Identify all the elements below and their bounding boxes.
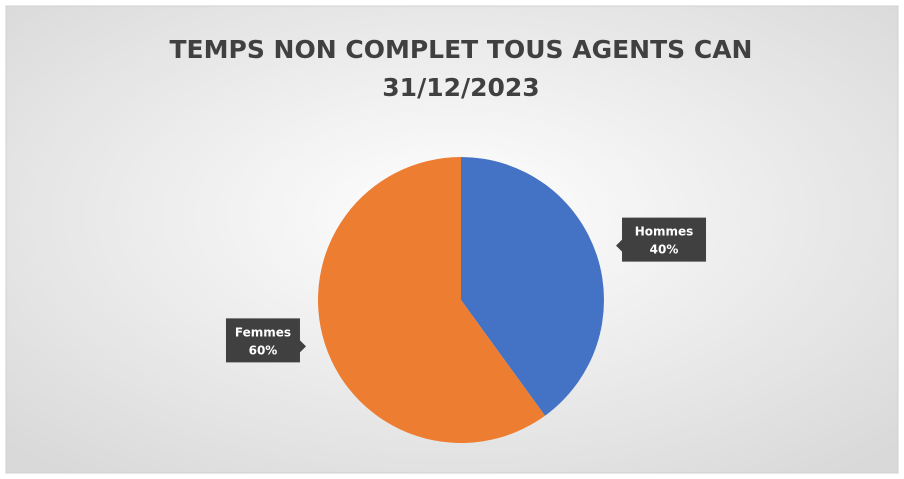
data-label-category: Hommes <box>635 225 694 239</box>
data-label-box <box>616 217 707 262</box>
data-label-box <box>225 318 306 363</box>
pie-slice <box>461 157 604 416</box>
pie-slice <box>317 157 546 443</box>
data-label-category: Femmes <box>235 325 291 339</box>
chart-title: 31/12/2023 <box>382 73 539 102</box>
data-label-value: 40% <box>650 243 679 257</box>
data-label-value: 60% <box>249 343 278 357</box>
chart-title: TEMPS NON COMPLET TOUS AGENTS CAN <box>170 35 753 64</box>
